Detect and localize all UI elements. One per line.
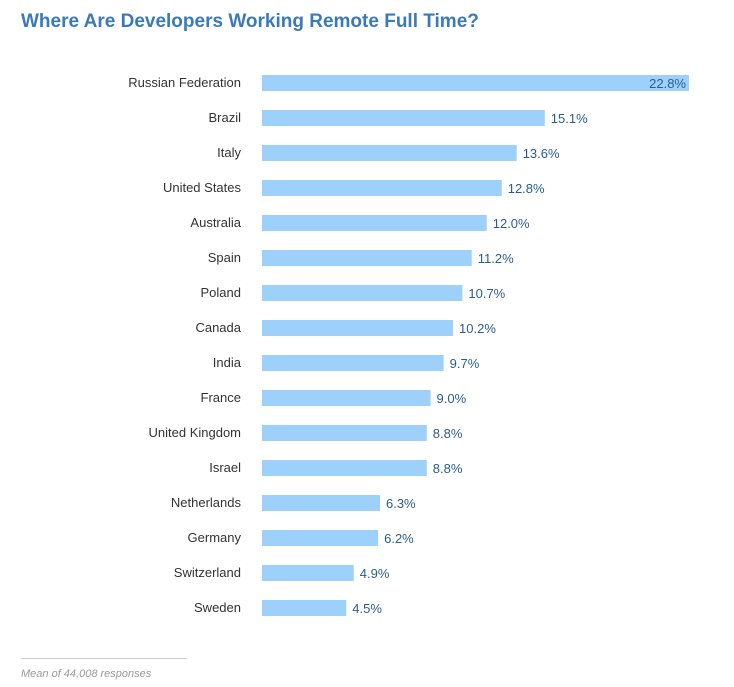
category-label: Australia: [190, 215, 241, 230]
bar: [262, 565, 354, 581]
value-label: 12.0%: [493, 216, 530, 231]
value-label: 13.6%: [523, 146, 560, 161]
bar: [262, 495, 380, 511]
value-label: 8.8%: [433, 426, 463, 441]
category-label: India: [213, 355, 242, 370]
bar: [262, 320, 454, 336]
value-label: 15.1%: [551, 111, 588, 126]
bar: [262, 215, 487, 231]
bar: [262, 600, 347, 616]
bar: [262, 250, 472, 266]
value-label: 6.3%: [386, 496, 416, 511]
footer-divider: [21, 658, 187, 659]
bar: [262, 75, 689, 91]
bar-chart: Russian Federation 22.8% Brazil 15.1% Italy 1…: [128, 75, 689, 616]
bar: [262, 530, 379, 546]
category-label: Brazil: [208, 110, 241, 125]
bar: [262, 180, 502, 196]
bar: [262, 285, 463, 301]
category-label: Israel: [209, 460, 241, 475]
bar: [262, 110, 545, 126]
category-label: Germany: [188, 530, 242, 545]
category-label: Poland: [201, 285, 241, 300]
value-label: 22.8%: [649, 76, 686, 91]
bar: [262, 460, 427, 476]
bar: [262, 145, 517, 161]
category-label: United States: [163, 180, 242, 195]
value-label: 10.2%: [459, 321, 496, 336]
value-label: 8.8%: [433, 461, 463, 476]
value-label: 12.8%: [508, 181, 545, 196]
category-label: Spain: [208, 250, 241, 265]
chart-title: Where Are Developers Working Remote Full…: [21, 11, 479, 32]
bar: [262, 390, 431, 406]
category-label: United Kingdom: [149, 425, 242, 440]
category-label: Russian Federation: [128, 75, 241, 90]
category-label: Netherlands: [171, 495, 242, 510]
value-label: 9.0%: [437, 391, 467, 406]
category-label: Sweden: [194, 600, 241, 615]
category-label: Switzerland: [174, 565, 241, 580]
value-label: 10.7%: [468, 286, 505, 301]
bar: [262, 355, 444, 371]
category-label: Canada: [195, 320, 241, 335]
value-label: 6.2%: [384, 531, 414, 546]
value-label: 4.9%: [360, 566, 390, 581]
category-label: Italy: [217, 145, 241, 160]
footnote: Mean of 44,008 responses: [21, 668, 152, 680]
value-label: 11.2%: [478, 251, 514, 266]
category-label: France: [201, 390, 241, 405]
value-label: 9.7%: [450, 356, 480, 371]
bar: [262, 425, 427, 441]
value-label: 4.5%: [352, 601, 382, 616]
